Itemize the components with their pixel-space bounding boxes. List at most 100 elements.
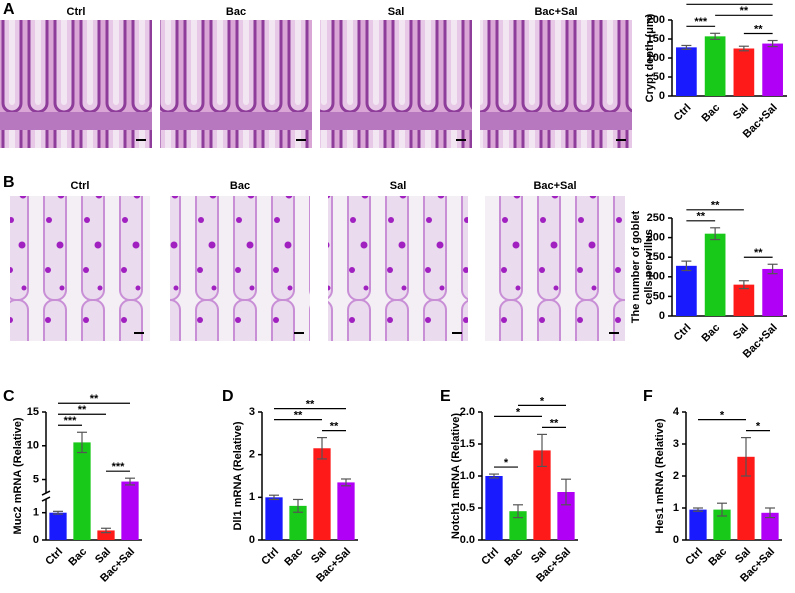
bar	[337, 482, 355, 540]
significance-label: *	[540, 395, 545, 407]
x-tick-label: Bac	[282, 546, 305, 569]
y-axis-title: Muc2 mRNA (Relative)	[12, 417, 24, 534]
y-tick-label: 150	[647, 33, 665, 45]
x-tick-label: Ctrl	[259, 546, 281, 568]
micrograph-title: Ctrl	[71, 180, 90, 192]
significance-label: ***	[112, 461, 126, 473]
significance-label: ***	[694, 16, 708, 28]
y-tick-label: 250	[647, 212, 665, 224]
x-tick-label: Sal	[529, 546, 549, 566]
significance-label: *	[720, 410, 725, 422]
x-tick-label: Ctrl	[672, 102, 694, 124]
error-bar	[53, 510, 63, 515]
y-tick-label: 5	[33, 473, 39, 485]
error-bar	[765, 507, 775, 519]
y-tick-label: 200	[647, 14, 665, 26]
y-tick-label: 1.5	[460, 438, 475, 450]
panel-label: B	[3, 174, 15, 191]
x-tick-label: Sal	[309, 546, 329, 566]
error-bar	[767, 39, 778, 48]
error-bar	[710, 32, 721, 40]
y-tick-label: 50	[653, 290, 665, 302]
y-axis-title: Notch1 mRNA (Relative)	[450, 413, 462, 539]
x-tick-label: Bac	[502, 546, 525, 569]
bar	[689, 509, 707, 540]
error-bar	[125, 477, 135, 486]
x-tick-label: Sal	[731, 102, 751, 122]
y-axis-title: Hes1 mRNA (Relative)	[654, 418, 666, 533]
significance-label: *	[756, 421, 761, 433]
y-tick-label: 0.5	[460, 502, 475, 514]
bar	[676, 47, 697, 96]
bar	[265, 497, 283, 540]
micrograph-title: Bac+Sal	[533, 180, 576, 192]
micrograph	[170, 196, 310, 341]
bar	[733, 284, 755, 316]
x-tick-label: Sal	[731, 322, 751, 342]
bar	[762, 43, 783, 96]
error-bar	[717, 502, 727, 517]
y-axis-title: The number of goblet	[630, 210, 642, 323]
error-bar	[77, 431, 87, 454]
x-tick-label: Bac	[706, 546, 729, 569]
micrograph-title: Ctrl	[67, 6, 86, 18]
micrograph-title: Sal	[390, 180, 407, 192]
bar	[676, 265, 697, 316]
x-tick-label: Ctrl	[43, 546, 65, 568]
error-bar	[317, 437, 327, 460]
y-tick-label: 0	[673, 534, 679, 546]
y-tick-label: 2	[249, 449, 255, 461]
error-bar	[741, 437, 751, 477]
micrograph	[160, 20, 312, 148]
micrograph	[0, 20, 152, 148]
x-tick-label: Bac	[700, 322, 723, 345]
significance-label: *	[504, 457, 509, 469]
significance-label: **	[306, 399, 315, 411]
micrograph	[320, 20, 472, 148]
significance-label: **	[754, 23, 763, 35]
y-tick-label: 15	[27, 406, 39, 418]
significance-label: **	[330, 421, 339, 433]
significance-label: **	[550, 417, 559, 429]
significance-label: *	[516, 406, 521, 418]
y-tick-label: 10	[27, 440, 39, 452]
bar	[121, 481, 139, 540]
bar	[733, 48, 755, 96]
significance-label: **	[754, 247, 763, 259]
micrograph-title: Sal	[388, 6, 405, 18]
x-tick-label: Bac	[66, 546, 89, 569]
y-tick-label: 50	[653, 71, 665, 83]
bar	[704, 36, 726, 96]
significance-label: **	[294, 410, 303, 422]
error-bar	[681, 260, 692, 272]
panel-label: C	[3, 388, 15, 405]
y-tick-label: 3	[673, 438, 679, 450]
error-bar	[710, 227, 721, 241]
y-tick-label: 3	[249, 406, 255, 418]
error-bar	[738, 45, 749, 52]
y-tick-label: 0	[659, 90, 665, 102]
error-bar	[341, 478, 351, 487]
bar	[704, 233, 726, 316]
y-tick-label: 1	[249, 491, 255, 503]
y-tick-label: 100	[647, 271, 665, 283]
y-tick-label: 150	[647, 251, 665, 263]
error-bar	[738, 280, 749, 290]
error-bar	[101, 527, 111, 534]
x-tick-label: Bac	[700, 102, 723, 125]
bar	[762, 268, 783, 316]
bar	[557, 492, 575, 540]
micrograph-title: Bac	[226, 6, 246, 18]
bar	[49, 512, 67, 540]
bar	[509, 511, 527, 540]
x-tick-label: Ctrl	[672, 322, 694, 344]
significance-label: **	[711, 200, 720, 212]
bar	[737, 456, 755, 540]
micrograph-title: Bac+Sal	[534, 6, 577, 18]
y-tick-label: 4	[673, 406, 680, 418]
significance-label: **	[696, 211, 705, 223]
axis-break	[41, 496, 51, 502]
error-bar	[293, 498, 303, 513]
y-axis-title: Dll1 mRNA (Relative)	[232, 421, 244, 530]
error-bar	[767, 263, 778, 275]
